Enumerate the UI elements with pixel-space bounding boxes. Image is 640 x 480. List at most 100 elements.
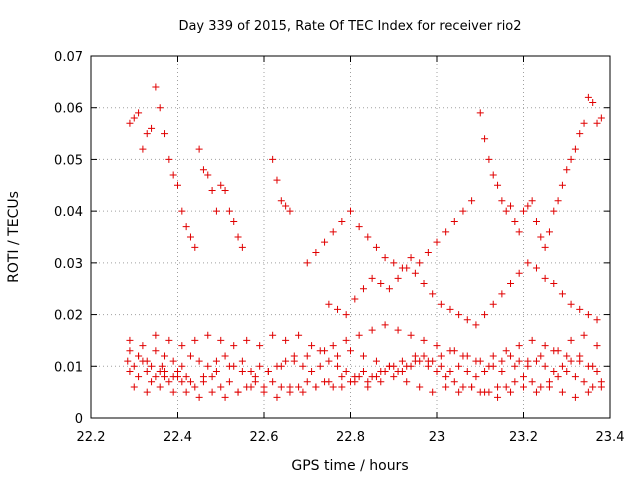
data-point <box>563 166 571 174</box>
data-point <box>212 367 220 375</box>
data-point <box>191 336 199 344</box>
data-point <box>329 342 337 350</box>
data-point <box>459 352 467 360</box>
data-point <box>234 388 242 396</box>
data-point <box>342 311 350 319</box>
data-point <box>520 373 527 381</box>
data-point <box>468 197 476 205</box>
data-point <box>148 378 156 386</box>
chart-title: Day 339 of 2015, Rate Of TEC Index for r… <box>178 19 521 34</box>
data-point <box>481 311 489 319</box>
data-point <box>338 383 346 391</box>
data-point <box>472 373 480 381</box>
data-point <box>130 362 138 370</box>
data-point <box>126 119 134 127</box>
data-point <box>385 362 393 370</box>
data-point <box>290 357 298 365</box>
data-point <box>308 367 316 375</box>
data-point <box>204 331 212 339</box>
data-point <box>221 393 229 401</box>
data-point <box>593 316 601 324</box>
data-point <box>424 357 432 365</box>
data-point <box>158 362 166 370</box>
data-point <box>381 254 389 262</box>
data-point <box>494 393 502 401</box>
data-point <box>437 362 445 370</box>
data-point <box>269 378 277 386</box>
data-point <box>416 259 424 267</box>
y-tick-label: 0.06 <box>54 102 83 117</box>
data-point <box>212 207 220 215</box>
data-point <box>169 357 177 365</box>
data-point <box>191 243 199 251</box>
data-point <box>277 362 285 370</box>
data-point <box>139 342 147 350</box>
data-point <box>433 367 441 375</box>
data-point <box>372 357 380 365</box>
data-point <box>152 347 160 355</box>
data-point <box>364 233 372 241</box>
data-point <box>472 321 480 329</box>
data-point <box>342 367 350 375</box>
data-point <box>515 269 523 277</box>
data-point <box>148 362 156 370</box>
data-point <box>161 352 169 360</box>
data-point <box>299 388 307 396</box>
data-points <box>124 83 605 401</box>
data-point <box>584 311 592 319</box>
data-point <box>385 285 393 293</box>
data-point <box>238 367 246 375</box>
data-point <box>316 347 324 355</box>
data-point <box>442 373 450 381</box>
data-point <box>282 336 290 344</box>
data-point <box>143 367 151 375</box>
data-point <box>420 352 428 360</box>
data-point <box>329 228 337 236</box>
data-point <box>225 207 233 215</box>
data-point <box>286 207 294 215</box>
data-point <box>476 109 484 117</box>
data-point <box>359 367 367 375</box>
data-point <box>571 373 579 381</box>
data-point <box>169 171 177 179</box>
data-point <box>563 367 571 375</box>
data-point <box>355 223 363 231</box>
data-point <box>161 130 169 138</box>
data-point <box>502 207 510 215</box>
data-point <box>450 217 458 225</box>
y-axis-label: ROTI / TECUs <box>6 191 22 283</box>
data-point <box>416 383 424 391</box>
data-point <box>182 388 190 396</box>
data-point <box>528 378 536 386</box>
data-point <box>195 145 203 153</box>
data-point <box>303 259 311 267</box>
data-point <box>537 383 545 391</box>
data-point <box>507 388 515 396</box>
data-point <box>195 393 203 401</box>
data-point <box>174 373 181 381</box>
data-point <box>156 383 164 391</box>
data-point <box>351 378 359 386</box>
data-point <box>143 388 151 396</box>
data-point <box>528 197 536 205</box>
data-point <box>498 367 506 375</box>
data-point <box>554 373 562 381</box>
data-point <box>550 280 558 288</box>
data-point <box>567 336 575 344</box>
data-point <box>507 280 515 288</box>
data-point <box>338 217 346 225</box>
data-point <box>282 202 290 210</box>
x-axis-ticks: 22.2 22.4 22.6 22.8 23 23.2 23.4 <box>77 56 624 445</box>
data-point <box>481 388 489 396</box>
data-point <box>347 207 354 215</box>
data-point <box>135 109 143 117</box>
data-point <box>580 378 588 386</box>
data-point <box>347 347 354 355</box>
data-point <box>403 264 411 272</box>
data-point <box>359 352 367 360</box>
data-point <box>420 336 428 344</box>
data-point <box>204 362 212 370</box>
data-point <box>459 383 467 391</box>
data-point <box>152 83 160 91</box>
data-point <box>316 362 324 370</box>
